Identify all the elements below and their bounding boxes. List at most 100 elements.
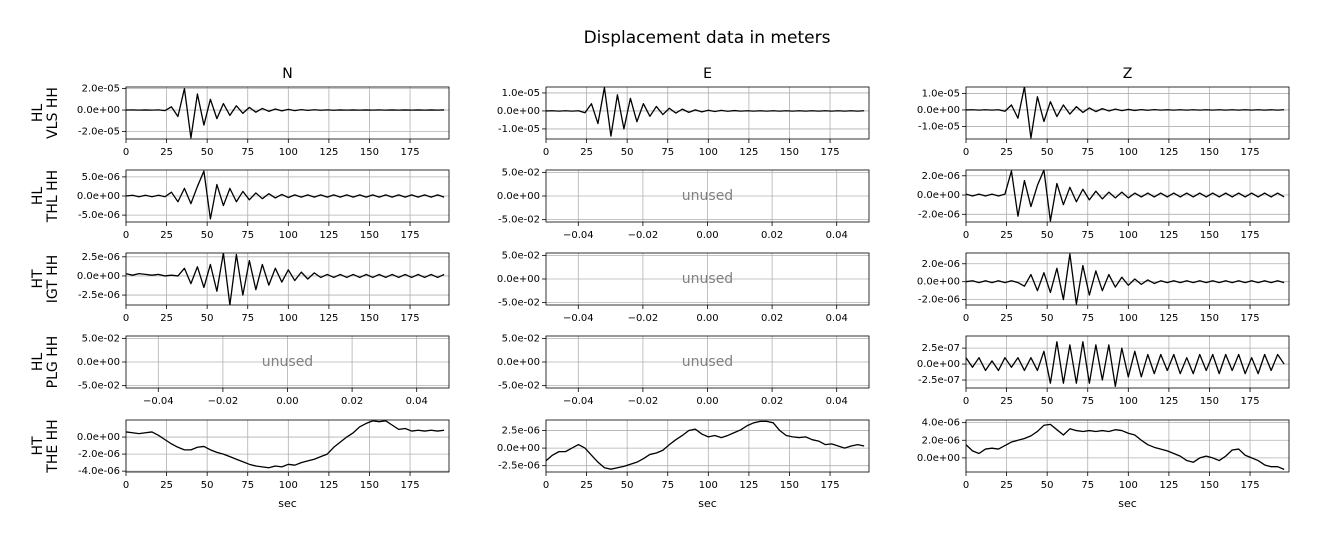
x-tick-label: −0.02 — [628, 396, 659, 407]
x-tick-label: 0.04 — [826, 396, 848, 407]
x-tick-label: 50 — [201, 480, 214, 491]
y-tick-label: 0.0e+00 — [917, 105, 960, 116]
axes-frame — [545, 419, 870, 473]
row-label: IGT HH — [45, 255, 61, 304]
x-tick-label: 125 — [1159, 396, 1178, 407]
x-tick-label: 75 — [1081, 396, 1094, 407]
x-tick-label: 150 — [360, 230, 379, 241]
x-tick-label: 150 — [360, 480, 379, 491]
x-tick-label: 50 — [621, 147, 634, 158]
x-tick-label: 0.00 — [696, 396, 718, 407]
y-tick-label: 0.0e+00 — [917, 277, 960, 288]
x-tick-label: 25 — [1000, 480, 1013, 491]
trace — [546, 87, 865, 137]
x-tick-label: 150 — [1200, 147, 1219, 158]
column-title: N — [282, 66, 292, 82]
x-tick-label: −0.04 — [563, 313, 594, 324]
axes-frame — [965, 86, 1290, 140]
y-tick-label: 0.0e+00 — [917, 359, 960, 370]
y-tick-label: 0.0e+00 — [497, 274, 540, 285]
x-tick-label: 150 — [1200, 230, 1219, 241]
x-tick-label: 50 — [201, 230, 214, 241]
x-axis-label: sec — [278, 497, 297, 510]
x-tick-label: −0.02 — [208, 396, 239, 407]
y-tick-label: 2.5e-06 — [502, 426, 540, 437]
y-tick-label: 4.0e-06 — [922, 418, 960, 429]
x-tick-label: 0 — [963, 147, 969, 158]
y-tick-label: 2.5e-07 — [922, 343, 960, 354]
y-tick-label: 2.0e-06 — [922, 435, 960, 446]
x-tick-label: 0 — [123, 313, 129, 324]
x-tick-label: 0 — [963, 396, 969, 407]
x-tick-label: 0.04 — [826, 230, 848, 241]
y-tick-label: 5.0e-02 — [502, 250, 540, 261]
x-tick-label: 0.02 — [761, 396, 783, 407]
x-tick-label: 50 — [621, 480, 634, 491]
x-tick-label: 100 — [1119, 313, 1138, 324]
axes-frame — [125, 86, 450, 140]
x-tick-label: 100 — [1119, 230, 1138, 241]
x-tick-label: 0 — [543, 480, 549, 491]
y-tick-label: 5.0e-02 — [502, 167, 540, 178]
x-tick-label: 0.02 — [761, 313, 783, 324]
x-tick-label: 0 — [963, 230, 969, 241]
x-tick-label: 0 — [963, 480, 969, 491]
x-tick-label: 50 — [1041, 230, 1054, 241]
x-tick-label: 100 — [279, 313, 298, 324]
y-tick-label: -5.0e-02 — [498, 215, 540, 226]
y-tick-label: -5.0e-02 — [498, 381, 540, 392]
x-tick-label: 125 — [319, 313, 338, 324]
x-tick-label: 150 — [1200, 396, 1219, 407]
x-tick-label: 25 — [160, 230, 173, 241]
axes-frame — [125, 169, 450, 223]
x-tick-label: 125 — [739, 147, 758, 158]
axes-frame — [125, 419, 450, 473]
y-tick-label: 0.0e+00 — [77, 271, 120, 282]
x-tick-label: 75 — [1081, 230, 1094, 241]
x-tick-label: 75 — [241, 480, 254, 491]
x-axis-label: sec — [698, 497, 717, 510]
annotation: unused — [682, 354, 733, 370]
y-tick-label: 0.0e+00 — [497, 443, 540, 454]
x-tick-label: 175 — [820, 480, 839, 491]
x-tick-label: 100 — [699, 480, 718, 491]
y-tick-label: 0.0e+00 — [497, 106, 540, 117]
x-tick-label: 0 — [123, 480, 129, 491]
y-tick-label: 0.0e+00 — [77, 191, 120, 202]
x-tick-label: 100 — [1119, 147, 1138, 158]
x-tick-label: 150 — [360, 147, 379, 158]
x-tick-label: 50 — [1041, 147, 1054, 158]
x-tick-label: 175 — [1240, 396, 1259, 407]
x-tick-label: 0 — [123, 230, 129, 241]
x-tick-label: 0 — [123, 147, 129, 158]
y-tick-label: -2.5e-07 — [918, 375, 960, 386]
x-tick-label: 25 — [160, 313, 173, 324]
trace — [126, 87, 445, 139]
x-tick-label: 175 — [1240, 480, 1259, 491]
x-tick-label: 75 — [1081, 313, 1094, 324]
x-tick-label: 175 — [400, 313, 419, 324]
x-tick-label: 125 — [1159, 230, 1178, 241]
annotation: unused — [682, 188, 733, 204]
x-tick-label: 25 — [580, 147, 593, 158]
row-label: VLS HH — [45, 87, 61, 139]
x-tick-label: 0 — [543, 147, 549, 158]
x-tick-label: 0.02 — [341, 396, 363, 407]
x-tick-label: 150 — [1200, 313, 1219, 324]
x-tick-label: 25 — [1000, 313, 1013, 324]
y-tick-label: 2.0e-06 — [922, 259, 960, 270]
axes-frame — [965, 335, 1290, 389]
axes-frame — [545, 252, 870, 306]
axes-frame — [545, 169, 870, 223]
y-tick-label: 1.0e-05 — [922, 88, 960, 99]
trace — [126, 253, 445, 305]
y-tick-label: -1.0e-05 — [498, 124, 540, 135]
trace — [126, 420, 445, 469]
x-tick-label: 150 — [360, 313, 379, 324]
x-tick-label: 75 — [241, 230, 254, 241]
y-tick-label: -5.0e-06 — [78, 210, 120, 221]
row-label: HL — [30, 187, 46, 206]
x-tick-label: 75 — [241, 313, 254, 324]
